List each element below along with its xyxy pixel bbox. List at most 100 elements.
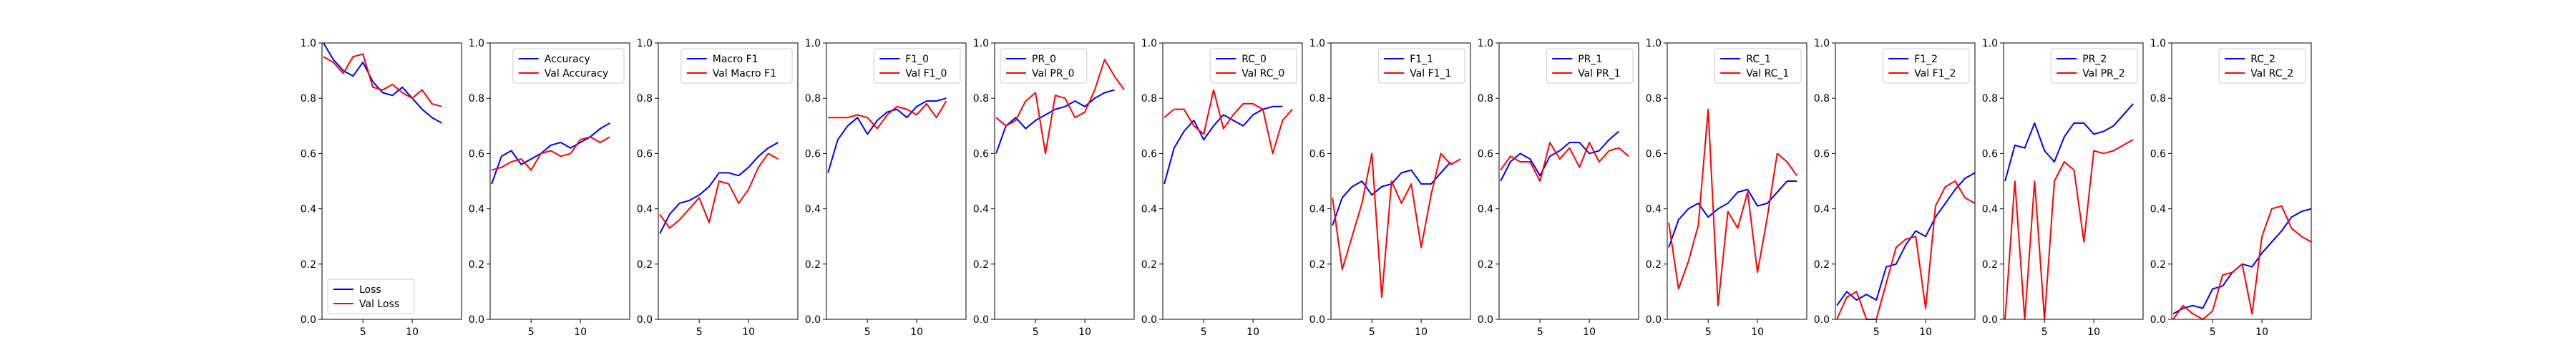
series-line-val: [2172, 205, 2311, 320]
y-tick-label: 1.0: [1478, 38, 1493, 49]
y-tick-label: 1.0: [469, 38, 484, 49]
y-tick-label: 0.6: [805, 148, 821, 160]
x-tick-label: 5: [1369, 326, 1375, 338]
legend-label: PR_2: [2082, 54, 2107, 65]
legend-label: Val PR_0: [1032, 68, 1075, 79]
y-tick-label: 0.0: [469, 314, 484, 326]
y-tick-label: 0.8: [637, 93, 653, 105]
x-tick-label: 5: [1537, 326, 1543, 338]
subplot-3: 0.0 0.2 0.4 0.6 0.8 1.0 5 10 Macro F1 Val Macro F…: [637, 38, 799, 338]
y-tick-label: 1.0: [805, 38, 821, 49]
subplot-1: 0.0 0.2 0.4 0.6 0.8 1.0 5 10 Loss Val Loss: [301, 38, 462, 338]
y-tick-label: 0.8: [1478, 93, 1493, 105]
y-tick-label: 0.8: [1141, 93, 1157, 105]
legend: Macro F1 Val Macro F1: [680, 48, 793, 84]
legend-label: Val PR_2: [2082, 68, 2125, 79]
series-line-val: [323, 53, 442, 107]
axes-frame: [321, 42, 462, 320]
axes-frame: [658, 42, 799, 320]
y-tick-label: 1.0: [1141, 38, 1157, 49]
y-tick-label: 0.8: [1982, 93, 1998, 105]
legend: Loss Val Loss: [327, 279, 415, 314]
y-tick-label: 0.4: [973, 204, 989, 216]
series-line-train: [323, 42, 442, 124]
y-tick-label: 0.8: [1646, 93, 1662, 105]
x-tick-label: 5: [1033, 326, 1039, 338]
legend: F1_2 Val F1_2: [1882, 48, 1970, 84]
y-tick-label: 0.4: [1309, 204, 1325, 216]
y-tick-label: 1.0: [1309, 38, 1325, 49]
axes-frame: [994, 42, 1135, 320]
y-tick-label: 0.6: [1982, 148, 1998, 160]
legend-label: F1_0: [905, 54, 929, 65]
y-tick-label: 0.6: [973, 148, 989, 160]
y-tick-label: 0.2: [2150, 259, 2166, 271]
subplot-9: 0.0 0.2 0.4 0.6 0.8 1.0 5 10 RC_1 Val RC_1: [1646, 38, 1807, 338]
axes-frame: [1498, 42, 1639, 320]
y-tick-label: 0.0: [2150, 314, 2166, 326]
y-tick-label: 0.2: [973, 259, 989, 271]
y-tick-label: 1.0: [973, 38, 989, 49]
subplot-5: 0.0 0.2 0.4 0.6 0.8 1.0 5 10 PR_0 Val PR_0: [973, 38, 1135, 338]
x-tick-label: 5: [360, 326, 366, 338]
y-tick-label: 0.2: [1982, 259, 1998, 271]
x-tick-label: 10: [742, 326, 755, 338]
x-tick-label: 5: [1873, 326, 1880, 338]
series-line-val: [1163, 89, 1293, 155]
y-tick-label: 1.0: [1982, 38, 1998, 49]
y-tick-label: 1.0: [301, 38, 316, 49]
legend: F1_0 Val F1_0: [873, 48, 961, 84]
series-line-val: [1332, 153, 1461, 299]
y-tick-label: 0.0: [1309, 314, 1325, 326]
y-tick-label: 0.4: [1814, 204, 1830, 216]
x-tick-label: 5: [864, 326, 871, 338]
legend: RC_2 Val RC_2: [2218, 48, 2306, 84]
series-line-train: [1332, 161, 1452, 226]
y-tick-label: 0.4: [805, 204, 821, 216]
legend-box: [2218, 48, 2306, 84]
axes-frame: [489, 42, 630, 320]
series-line-val: [1668, 108, 1798, 306]
legend: Accuracy Val Accuracy: [512, 48, 625, 84]
y-tick-label: 0.6: [1478, 148, 1493, 160]
x-tick-label: 10: [2087, 326, 2100, 338]
legend-box: [1209, 48, 1297, 84]
legend: RC_0 Val RC_0: [1209, 48, 1297, 84]
y-tick-label: 0.8: [301, 93, 316, 105]
axes-frame: [2171, 42, 2312, 320]
y-tick-label: 0.8: [2150, 93, 2166, 105]
y-tick-label: 0.4: [469, 204, 484, 216]
series-line-val: [2004, 139, 2134, 320]
y-tick-label: 0.6: [1814, 148, 1830, 160]
y-tick-label: 0.0: [1814, 314, 1830, 326]
legend-label: RC_0: [1241, 54, 1267, 65]
y-tick-label: 0.0: [1141, 314, 1157, 326]
legend-box: [873, 48, 961, 84]
y-tick-label: 0.2: [637, 259, 653, 271]
x-tick-label: 5: [2210, 326, 2216, 338]
axes-frame: [2003, 42, 2144, 320]
x-tick-label: 10: [1415, 326, 1428, 338]
axes-frame: [1330, 42, 1471, 320]
legend-box: [1714, 48, 1802, 84]
series-line-val: [1836, 180, 1975, 320]
legend: PR_1 Val PR_1: [1546, 48, 1634, 84]
y-tick-label: 0.4: [1478, 204, 1493, 216]
x-tick-label: 10: [574, 326, 587, 338]
legend-label: PR_0: [1032, 54, 1056, 65]
legend-box: [1000, 48, 1088, 84]
x-tick-label: 10: [406, 326, 419, 338]
y-tick-label: 0.2: [469, 259, 484, 271]
x-tick-label: 10: [1919, 326, 1932, 338]
y-tick-label: 0.4: [1982, 204, 1998, 216]
legend-label: Val F1_1: [1410, 68, 1451, 79]
y-tick-label: 0.0: [637, 314, 653, 326]
y-tick-label: 0.4: [637, 204, 653, 216]
series-line-train: [827, 97, 947, 173]
y-tick-label: 0.6: [2150, 148, 2166, 160]
subplot-7: 0.0 0.2 0.4 0.6 0.8 1.0 5 10 F1_1 Val F1_1: [1309, 38, 1471, 338]
y-tick-label: 1.0: [1814, 38, 1830, 49]
y-tick-label: 1.0: [2150, 38, 2166, 49]
subplot-12: 0.0 0.2 0.4 0.6 0.8 1.0 5 10 RC_2 Val RC_2: [2150, 38, 2312, 338]
